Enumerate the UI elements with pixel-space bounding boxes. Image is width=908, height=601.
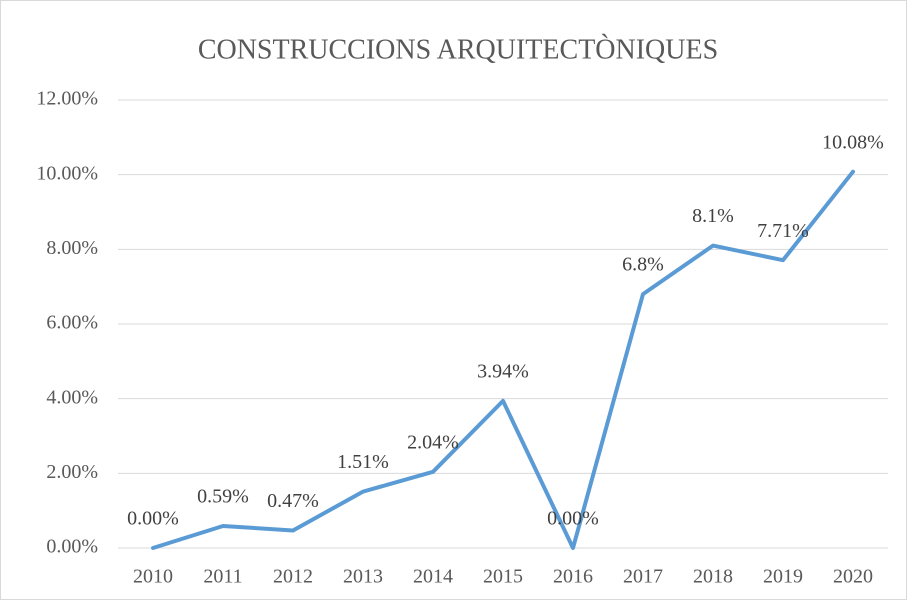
x-tick-label: 2019 <box>763 566 803 588</box>
data-label: 0.00% <box>547 508 599 530</box>
data-label: 2.04% <box>407 431 459 453</box>
y-tick-label: 4.00% <box>46 386 98 408</box>
x-tick-label: 2011 <box>203 566 242 588</box>
data-label: 0.59% <box>197 486 249 508</box>
x-tick-label: 2018 <box>693 566 733 588</box>
data-label: 8.1% <box>692 205 734 227</box>
x-tick-label: 2014 <box>413 566 453 588</box>
data-label: 6.8% <box>622 254 664 276</box>
y-tick-label: 0.00% <box>46 536 98 558</box>
x-tick-label: 2017 <box>623 566 663 588</box>
x-tick-label: 2012 <box>273 566 313 588</box>
data-label: 1.51% <box>337 451 389 473</box>
x-tick-label: 2013 <box>343 566 383 588</box>
x-tick-label: 2010 <box>133 566 173 588</box>
data-label: 3.94% <box>477 361 529 383</box>
y-tick-label: 12.00% <box>36 88 98 110</box>
line <box>151 169 855 550</box>
x-tick-label: 2016 <box>553 566 593 588</box>
data-label: 7.71% <box>757 220 809 242</box>
data-label: 10.08% <box>822 131 884 153</box>
x-tick-label: 2020 <box>833 566 873 588</box>
y-tick-label: 10.00% <box>36 162 98 184</box>
chart-title: CONSTRUCCIONS ARQUITECTÒNIQUES <box>198 34 718 65</box>
y-tick-label: 2.00% <box>46 461 98 483</box>
y-tick-label: 8.00% <box>46 237 98 259</box>
x-tick-label: 2015 <box>483 566 523 588</box>
y-tick-label: 6.00% <box>46 312 98 334</box>
data-label: 0.00% <box>127 508 179 530</box>
data-label: 0.47% <box>267 490 319 512</box>
